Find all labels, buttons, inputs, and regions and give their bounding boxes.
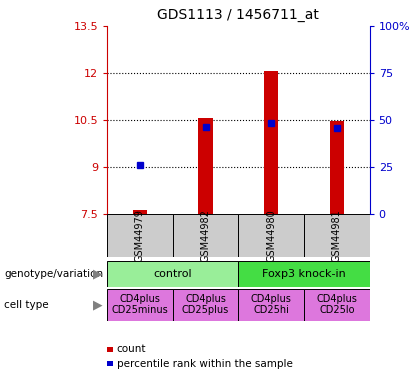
Text: GSM44979: GSM44979 <box>135 209 145 262</box>
Text: CD4plus
CD25hi: CD4plus CD25hi <box>251 294 291 315</box>
Text: genotype/variation: genotype/variation <box>4 269 103 279</box>
Text: percentile rank within the sample: percentile rank within the sample <box>117 359 293 369</box>
Text: count: count <box>117 344 146 354</box>
Title: GDS1113 / 1456711_at: GDS1113 / 1456711_at <box>158 9 319 22</box>
Bar <box>107 289 173 321</box>
Bar <box>133 210 147 214</box>
Bar <box>239 214 304 257</box>
Text: ▶: ▶ <box>93 267 103 280</box>
Text: GSM44981: GSM44981 <box>332 209 342 262</box>
Bar <box>107 214 173 257</box>
Text: Foxp3 knock-in: Foxp3 knock-in <box>262 269 346 279</box>
Bar <box>330 121 344 214</box>
Bar <box>107 261 239 287</box>
Bar <box>264 71 278 214</box>
Bar <box>304 289 370 321</box>
Bar <box>173 289 239 321</box>
Bar <box>239 289 304 321</box>
Text: cell type: cell type <box>4 300 49 310</box>
Text: CD4plus
CD25minus: CD4plus CD25minus <box>112 294 168 315</box>
Text: control: control <box>153 269 192 279</box>
Bar <box>173 214 239 257</box>
Text: GSM44982: GSM44982 <box>200 209 210 262</box>
Text: GSM44980: GSM44980 <box>266 209 276 262</box>
Text: ▶: ▶ <box>93 298 103 311</box>
Bar <box>304 214 370 257</box>
Bar <box>239 261 370 287</box>
Text: CD4plus
CD25lo: CD4plus CD25lo <box>316 294 357 315</box>
Bar <box>198 118 213 214</box>
Text: CD4plus
CD25plus: CD4plus CD25plus <box>182 294 229 315</box>
